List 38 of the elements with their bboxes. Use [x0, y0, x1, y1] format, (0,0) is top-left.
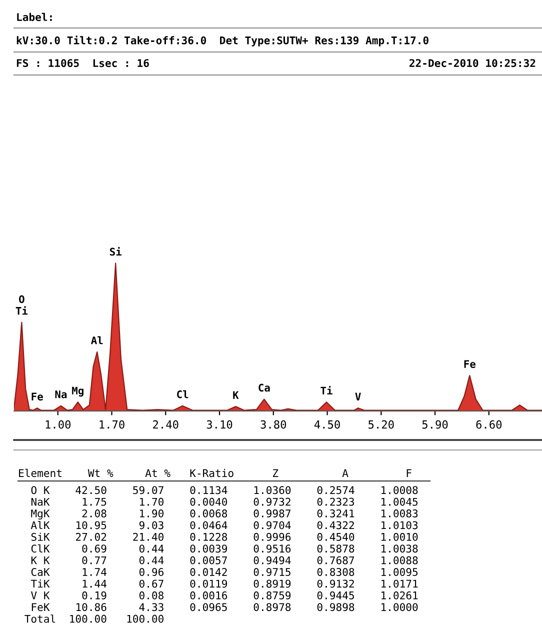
x-tick-label: 4.50	[314, 420, 340, 429]
x-tick-label: 5.90	[422, 420, 448, 429]
x-tick-label: 3.10	[206, 420, 232, 429]
text: Total 100.00 100.00	[24, 614, 164, 623]
text: FeK 10.86 4.33 0.0965 0.8978 0.9898 1.0000	[32, 603, 418, 612]
x-tick-label: 5.20	[368, 420, 394, 429]
x-tick-label: 3.80	[260, 420, 286, 429]
annotation: Ca	[258, 384, 270, 392]
text: SiK 27.02 21.40 0.1228 0.9996 0.4540 1.0010	[31, 532, 418, 541]
text: FS : 11065 Lsec : 16	[16, 59, 149, 68]
annotation: Ti	[320, 386, 332, 394]
annotation: O Ti	[16, 295, 28, 315]
text: K K 0.77 0.44 0.0057 0.9494 0.7687 1.0088	[31, 556, 418, 564]
text: ClK 0.69 0.44 0.0039 0.9516 0.5878 1.0038	[31, 544, 418, 553]
text: TiK 1.44 0.67 0.0119 0.8919 0.9132 1.0171	[30, 580, 418, 588]
text: CaK 1.74 0.96 0.0142 0.9715 0.8308 1.0095	[31, 568, 418, 576]
text: AlK 10.95 9.03 0.0464 0.9704 0.4322 1.0103	[30, 520, 418, 530]
text: NaK 1.75 1.70 0.0040 0.9732 0.2323 1.0045	[31, 498, 418, 506]
x-tick-label: 2.40	[153, 420, 178, 429]
annotation: Cl	[177, 390, 188, 398]
annotation: Fe	[464, 360, 476, 368]
x-tick-label: 6.60	[476, 420, 502, 429]
annotation: Mg	[72, 386, 84, 397]
text: O K 42.50 59.07 0.1134 1.0360 0.2574 1.0008	[31, 486, 418, 494]
text: kV:30.0 Tilt:0.2 Take-off:36.0 Det Type:SUTW+ Res:139 Amp.T:17.0	[16, 36, 428, 46]
annotation: Na	[55, 390, 67, 398]
annotation: K	[233, 391, 239, 399]
x-tick-label: 1.70	[100, 420, 124, 429]
text: V K 0.19 0.08 0.0016 0.8759 0.9445 1.0261	[31, 591, 418, 600]
annotation: Si	[110, 247, 122, 256]
annotation: Fe	[32, 392, 43, 400]
text: MgK 2.08 1.90 0.0068 0.9987 0.3241 1.0083	[31, 509, 418, 520]
x-tick-label: 1.00	[46, 420, 71, 429]
annotation: V	[355, 392, 361, 400]
text: Element Wt % At % K-Ratio Z A F	[19, 468, 412, 478]
text: Label:	[17, 12, 52, 22]
text: 22-Dec-2010 10:25:32	[409, 59, 536, 68]
annotation: Al	[91, 336, 103, 344]
